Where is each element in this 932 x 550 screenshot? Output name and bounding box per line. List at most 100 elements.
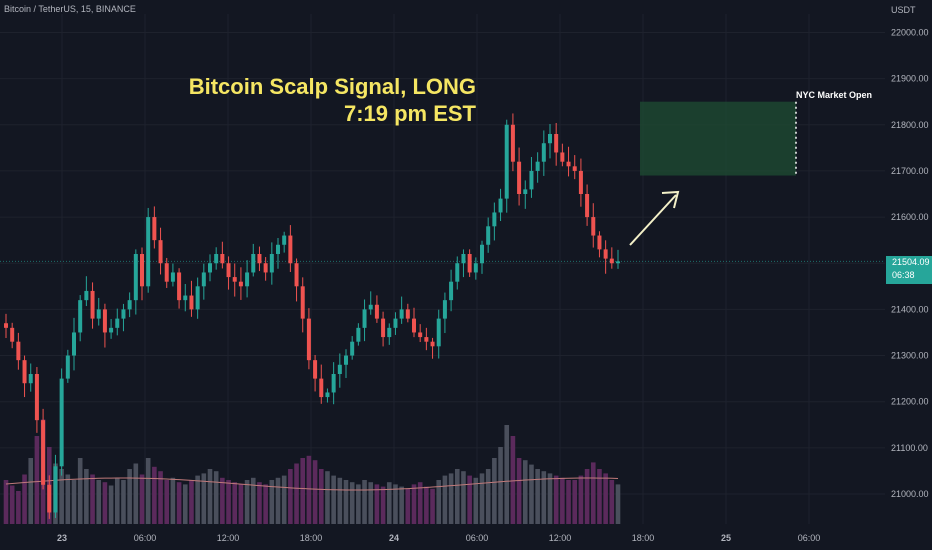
volume-bar <box>436 480 442 524</box>
candle-body <box>72 332 76 356</box>
candle-body <box>102 309 107 333</box>
volume-bar <box>541 471 547 524</box>
volume-bar <box>170 477 176 524</box>
volume-bar <box>312 460 318 524</box>
candle-body <box>183 295 188 301</box>
x-tick-label: 06:00 <box>798 533 821 543</box>
candle-body <box>220 254 225 264</box>
volume-bar <box>207 469 213 524</box>
volume-bar <box>430 488 435 524</box>
volume-bar <box>318 469 324 524</box>
volume-bar <box>294 463 299 524</box>
volume-bar <box>201 473 207 524</box>
volume-bar <box>16 491 21 524</box>
volume-bar <box>90 474 95 524</box>
candle-body <box>510 124 515 162</box>
volume-bar <box>59 469 64 524</box>
candle-body <box>455 263 460 282</box>
volume-bar <box>448 473 454 524</box>
candle-body <box>436 318 441 347</box>
volume-bar <box>498 447 503 524</box>
volume-bar <box>28 458 34 524</box>
volume-bar <box>275 477 281 524</box>
volume-bar <box>250 477 256 524</box>
candle-body <box>504 124 509 199</box>
candle-body <box>152 217 157 241</box>
volume-bar <box>609 480 615 524</box>
candle-body <box>325 392 330 398</box>
candle-body <box>53 466 58 513</box>
volume-bar <box>133 463 139 524</box>
volume-bar <box>417 482 423 524</box>
candle-body <box>294 263 299 287</box>
candle-body <box>84 290 89 301</box>
target-zone-box <box>640 101 796 176</box>
y-tick-label: 21700.00 <box>891 166 929 176</box>
current-price-tag: 21504.09 06:38 <box>886 256 932 284</box>
volume-bar <box>454 469 460 524</box>
volume-bar <box>288 469 293 524</box>
volume-bar <box>522 460 528 524</box>
signal-time: 7:19 pm EST <box>343 101 476 126</box>
candle-body <box>177 272 182 301</box>
volume-bar <box>467 475 472 524</box>
candle-body <box>405 309 410 319</box>
candle-body <box>34 374 39 421</box>
candle-body <box>269 254 274 273</box>
candle-body <box>158 240 163 264</box>
volume-bar <box>424 486 429 524</box>
volume-bar <box>9 485 15 524</box>
candle-body <box>368 304 373 310</box>
candle-body <box>306 318 311 361</box>
volume-bar <box>411 484 417 524</box>
candle-body <box>4 323 8 328</box>
volume-bar <box>331 475 336 524</box>
volume-bar <box>226 480 231 524</box>
volume-bar <box>597 469 602 524</box>
volume-bar <box>572 480 578 524</box>
volume-bar <box>77 458 83 524</box>
candle-body <box>566 161 571 167</box>
volume-moving-average <box>5 477 619 491</box>
volume-bar <box>337 477 343 524</box>
volume-bar <box>590 462 596 524</box>
y-tick-label: 21600.00 <box>891 212 929 222</box>
signal-title: Bitcoin Scalp Signal, LONG <box>188 74 476 99</box>
candle-body <box>498 198 503 213</box>
volume-bar <box>535 469 540 524</box>
candle-body <box>344 355 348 365</box>
volume-bar <box>547 473 553 524</box>
candle-body <box>374 304 379 319</box>
candle-body <box>263 263 268 273</box>
y-tick-label: 21000.00 <box>891 489 929 499</box>
candle-body <box>572 166 577 171</box>
countdown: 06:38 <box>892 270 915 280</box>
candle-body <box>288 235 293 264</box>
candle-body <box>140 254 144 287</box>
volume-bar <box>3 480 9 524</box>
candle-body <box>331 374 336 393</box>
candle-body <box>251 254 256 273</box>
candle-body <box>245 272 250 287</box>
y-tick-label: 21400.00 <box>891 304 929 314</box>
volume-bar <box>84 469 89 524</box>
x-tick-label: 18:00 <box>300 533 323 543</box>
candle-body <box>381 318 386 338</box>
time-axis: 23 06:00 12:00 18:00 24 06:00 12:00 18:00 25 06:0… <box>0 528 885 550</box>
candle-body <box>412 318 416 333</box>
candle-body <box>492 212 497 227</box>
volume-bar <box>399 486 404 524</box>
volume-bar <box>158 471 163 524</box>
candle-body <box>449 281 454 301</box>
volume-bar <box>232 482 238 524</box>
volume-bar <box>566 480 571 524</box>
y-tick-label: 21800.00 <box>891 120 929 130</box>
candle-body <box>238 281 243 287</box>
volume-bar <box>306 455 312 524</box>
candle-body <box>442 300 447 319</box>
volume-bar <box>479 473 485 524</box>
axis-unit: USDT <box>891 5 916 15</box>
volume-bar <box>374 484 380 524</box>
candle-body <box>461 254 466 264</box>
